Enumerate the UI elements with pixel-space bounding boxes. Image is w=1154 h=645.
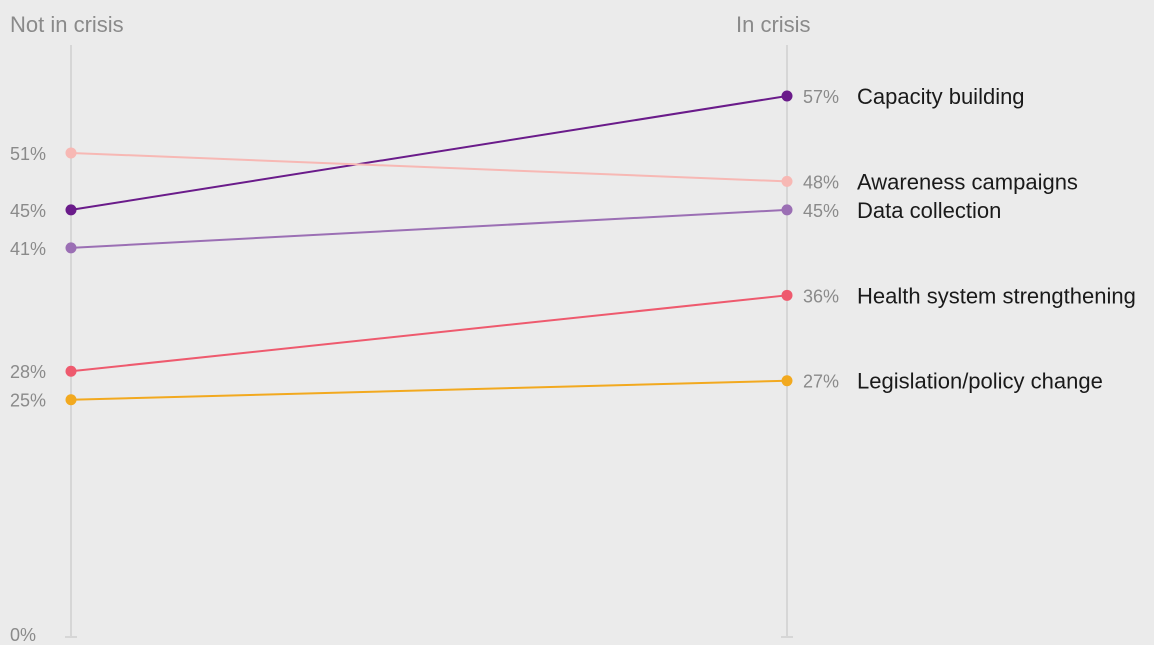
x-axis-label-left: Not in crisis xyxy=(10,12,124,37)
data-point-health-system-strengthening-left xyxy=(65,365,77,377)
data-point-health-system-strengthening-right xyxy=(781,289,793,301)
data-point-data-collection-left xyxy=(65,242,77,254)
series-legislation-policy-change: 25% 27% Legislation/policy change xyxy=(10,369,1103,411)
data-label-data-collection-right: 45% xyxy=(803,201,839,221)
series-line-health-system-strengthening xyxy=(70,294,788,373)
data-label-capacity-building-right: 57% xyxy=(803,87,839,107)
data-label-capacity-building-left: 45% xyxy=(10,201,46,221)
series-line-data-collection xyxy=(70,208,788,249)
data-point-legislation-policy-change-left xyxy=(65,394,77,406)
series-name-data-collection: Data collection xyxy=(857,198,1001,223)
data-label-awareness-campaigns-left: 51% xyxy=(10,144,46,164)
series-layer: 45% 57% Capacity building 51% 48% Awareness c… xyxy=(10,84,1136,411)
data-label-data-collection-left: 41% xyxy=(10,239,46,259)
data-point-legislation-policy-change-right xyxy=(781,375,793,387)
series-line-legislation-policy-change xyxy=(70,379,788,401)
series-name-health-system-strengthening: Health system strengthening xyxy=(857,283,1136,308)
series-name-awareness-campaigns: Awareness campaigns xyxy=(857,169,1078,194)
y-tick-label-zero: 0% xyxy=(10,625,36,645)
data-point-data-collection-right xyxy=(781,204,793,216)
series-awareness-campaigns: 51% 48% Awareness campaigns xyxy=(10,144,1078,194)
x-axis-label-right: In crisis xyxy=(736,12,811,37)
series-data-collection: 41% 45% Data collection xyxy=(10,198,1001,259)
data-label-legislation-policy-change-right: 27% xyxy=(803,372,839,392)
data-label-health-system-strengthening-right: 36% xyxy=(803,286,839,306)
series-health-system-strengthening: 28% 36% Health system strengthening xyxy=(10,283,1136,382)
series-capacity-building: 45% 57% Capacity building xyxy=(10,84,1025,221)
data-label-awareness-campaigns-right: 48% xyxy=(803,172,839,192)
data-point-capacity-building-left xyxy=(65,204,77,216)
data-label-health-system-strengthening-left: 28% xyxy=(10,362,46,382)
series-name-legislation-policy-change: Legislation/policy change xyxy=(857,369,1103,394)
data-point-awareness-campaigns-left xyxy=(65,147,77,159)
series-line-awareness-campaigns xyxy=(70,151,788,183)
data-point-capacity-building-right xyxy=(781,90,793,102)
series-line-capacity-building xyxy=(70,95,788,211)
data-point-awareness-campaigns-right xyxy=(781,175,793,187)
series-name-capacity-building: Capacity building xyxy=(857,84,1025,109)
data-label-legislation-policy-change-left: 25% xyxy=(10,391,46,411)
